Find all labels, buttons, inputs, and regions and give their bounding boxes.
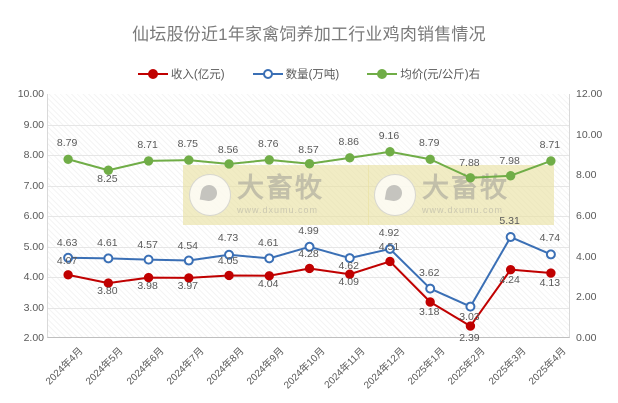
data-point[interactable] — [425, 297, 435, 307]
y-axis-left-tick: 2.00 — [23, 332, 44, 344]
data-point[interactable] — [224, 270, 234, 281]
watermark-right: 大畜牧 www.dxumu.com — [368, 165, 554, 225]
data-point[interactable] — [545, 249, 556, 260]
y-axis-left-tick: 6.00 — [23, 210, 44, 222]
chart-title: 仙坛股份近1年家禽饲养加工行业鸡肉销售情况 — [132, 25, 486, 44]
y-axis-left-tick: 10.00 — [17, 88, 44, 100]
data-point[interactable] — [103, 253, 114, 264]
gridline — [48, 155, 569, 156]
data-point[interactable] — [425, 154, 435, 164]
y-axis-right-tick: 2.00 — [576, 291, 597, 304]
data-point[interactable] — [385, 147, 395, 157]
data-point[interactable] — [546, 268, 556, 278]
data-point[interactable] — [384, 243, 395, 254]
y-axis-left-tick: 9.00 — [23, 118, 44, 131]
data-point[interactable] — [103, 278, 114, 288]
data-point[interactable] — [505, 232, 516, 243]
y-axis-right-tick: 4.00 — [576, 250, 597, 263]
data-point[interactable] — [304, 263, 315, 274]
data-point[interactable] — [264, 271, 274, 281]
data-point[interactable] — [183, 255, 194, 266]
data-point[interactable] — [385, 256, 395, 267]
data-point[interactable] — [465, 301, 476, 312]
data-point[interactable] — [63, 270, 73, 280]
data-point[interactable] — [143, 156, 154, 166]
legend-label: 收入(亿元) — [170, 69, 225, 81]
data-point[interactable] — [143, 272, 154, 283]
watermark-sub-text: www.dxumu.com — [422, 205, 504, 215]
legend-item-1[interactable]: 数量(万吨) — [252, 66, 340, 82]
y-axis-right-tick: 6.00 — [576, 210, 597, 222]
y-axis-left-tick: 4.00 — [23, 271, 44, 283]
y-axis-right-tick: 8.00 — [576, 169, 597, 182]
data-point[interactable] — [224, 249, 235, 260]
data-point[interactable] — [143, 254, 154, 265]
y-axis-left-tick: 5.00 — [23, 240, 44, 253]
watermark-left: 大畜牧 www.dxumu.com — [183, 165, 369, 225]
data-point[interactable] — [264, 253, 275, 264]
legend-label: 数量(万吨) — [285, 69, 340, 81]
legend-item-0[interactable]: 收入(亿元) — [137, 66, 225, 82]
legend-marker-icon — [137, 68, 168, 80]
data-point[interactable] — [465, 173, 476, 183]
y-axis-left-tick: 8.00 — [23, 149, 44, 161]
data-point[interactable] — [63, 252, 74, 263]
data-point[interactable] — [425, 283, 436, 294]
watermark-logo-icon — [374, 174, 416, 216]
gridline — [48, 124, 569, 126]
y-axis-right-tick: 10.00 — [576, 128, 603, 141]
data-point[interactable] — [505, 171, 516, 181]
data-point[interactable] — [184, 155, 194, 165]
data-point[interactable] — [546, 156, 556, 166]
data-point[interactable] — [344, 253, 355, 264]
legend-marker-icon — [252, 68, 283, 80]
data-point[interactable] — [264, 155, 274, 165]
watermark-logo-icon — [189, 174, 231, 216]
legend-label: 均价(元/公斤)右 — [400, 69, 481, 81]
chart-legend: 收入(亿元) 数量(万吨) 均价(元/公斤)右 — [0, 66, 618, 82]
series-lines — [63, 147, 556, 331]
watermark-main-text: 大畜牧 — [237, 173, 324, 203]
y-axis-right-tick: 0.00 — [576, 332, 597, 344]
data-point[interactable] — [505, 264, 516, 275]
plot-area: 大畜牧 www.dxumu.com 大畜牧 www.dxumu.com — [47, 94, 570, 338]
legend-item-2[interactable]: 均价(元/公斤)右 — [367, 66, 480, 82]
data-point[interactable] — [103, 165, 114, 175]
gridline — [48, 307, 569, 309]
data-point[interactable] — [465, 321, 476, 331]
legend-marker-icon — [367, 68, 398, 80]
data-point[interactable] — [304, 241, 315, 252]
watermark-sub-text: www.dxumu.com — [237, 205, 319, 215]
data-point[interactable] — [224, 159, 234, 169]
gridline — [48, 277, 569, 278]
y-axis-left-tick: 7.00 — [23, 179, 44, 192]
y-axis-right-tick: 12.00 — [576, 88, 603, 100]
data-point[interactable] — [184, 273, 194, 283]
data-point[interactable] — [304, 159, 315, 169]
data-point[interactable] — [63, 154, 73, 164]
data-point[interactable] — [345, 269, 355, 279]
y-axis-left-tick: 3.00 — [23, 301, 44, 314]
watermark-main-text: 大畜牧 — [422, 173, 509, 203]
data-point[interactable] — [345, 153, 355, 163]
